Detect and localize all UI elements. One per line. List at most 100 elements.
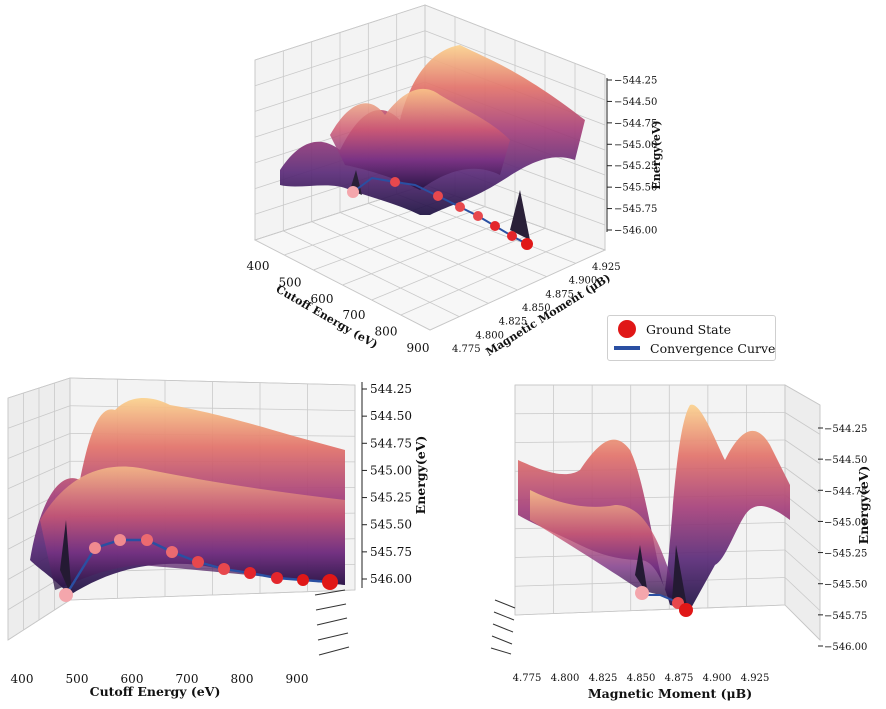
x-tick-label: 4.900 bbox=[703, 673, 732, 684]
top-convergence-curve bbox=[352, 176, 528, 245]
z-tick-label: 545.25 bbox=[370, 491, 412, 505]
z-tick-label: −545.50 bbox=[824, 580, 867, 591]
x-tick-label: 600 bbox=[121, 672, 144, 686]
br-x-label: Magnetic Moment (μB) bbox=[588, 686, 752, 701]
plot-bottom-right: −544.25 −544.50 −544.75 −545.00 −545.25 −545.… bbox=[490, 384, 871, 701]
legend-item-convergence-curve: Convergence Curve bbox=[614, 339, 775, 357]
br-depth-ticks bbox=[490, 599, 516, 655]
top-surface bbox=[280, 45, 585, 240]
bl-x-label: Cutoff Energy (eV) bbox=[90, 684, 221, 699]
ground-state-dot bbox=[322, 574, 338, 590]
legend: Ground State Convergence Curve bbox=[607, 315, 776, 361]
z-tick-label: −544.25 bbox=[614, 76, 657, 87]
z-tick-label: 545.75 bbox=[370, 545, 412, 559]
z-tick-label: −545.25 bbox=[614, 161, 657, 172]
ground-state-dot bbox=[521, 238, 533, 250]
y-tick-label: 4.850 bbox=[522, 303, 551, 314]
ground-state-dot bbox=[218, 563, 230, 575]
z-tick-label: −545.75 bbox=[614, 204, 657, 215]
bl-z-label: Energy(eV) bbox=[413, 436, 428, 515]
y-tick-label: 4.800 bbox=[475, 330, 504, 341]
y-tick-label: 4.825 bbox=[499, 317, 528, 328]
ground-state-marker-icon bbox=[618, 320, 636, 338]
plot-bottom-left: 544.25 544.50 544.75 545.00 545.25 545.50 545.… bbox=[7, 377, 428, 699]
ground-state-dot bbox=[271, 572, 283, 584]
br-ground-dots bbox=[635, 586, 693, 617]
ground-state-dot bbox=[297, 574, 309, 586]
z-tick-label: −545.25 bbox=[824, 549, 867, 560]
bl-surface bbox=[30, 398, 345, 598]
ground-state-dot bbox=[473, 211, 483, 221]
z-tick-label: 544.25 bbox=[370, 382, 412, 396]
legend-label: Ground State bbox=[646, 321, 732, 337]
x-tick-label: 600 bbox=[311, 292, 334, 306]
top-z-ticks: −544.25 −544.50 −544.75 −545.00 −545.25 −545.… bbox=[607, 76, 657, 237]
br-z-ticks: −544.25 −544.50 −544.75 −545.00 −545.25 −545.… bbox=[818, 424, 867, 653]
y-tick-label: 4.925 bbox=[592, 262, 621, 273]
x-tick-label: 500 bbox=[66, 672, 89, 686]
z-tick-label: −545.00 bbox=[614, 140, 657, 151]
x-tick-label: 900 bbox=[407, 341, 430, 355]
top-ground-dots bbox=[347, 177, 533, 250]
ground-state-dot bbox=[390, 177, 400, 187]
legend-item-ground-state: Ground State bbox=[614, 320, 731, 338]
x-tick-label: 500 bbox=[279, 275, 302, 289]
z-tick-label: 544.75 bbox=[370, 436, 412, 450]
x-tick-label: 700 bbox=[343, 308, 366, 322]
x-tick-label: 4.875 bbox=[665, 673, 694, 684]
x-tick-label: 800 bbox=[231, 672, 254, 686]
x-tick-label: 4.800 bbox=[551, 673, 580, 684]
plot-top: −544.25 −544.50 −544.75 −545.00 −545.25 −545.… bbox=[247, 4, 663, 359]
ground-state-dot bbox=[166, 546, 178, 558]
br-surface bbox=[518, 404, 790, 612]
x-tick-label: 900 bbox=[286, 672, 309, 686]
top-y-ticks: 4.775 4.800 4.825 4.850 4.875 4.900 4.925 bbox=[452, 262, 621, 355]
z-tick-label: −544.25 bbox=[824, 424, 867, 435]
ground-state-dot bbox=[490, 221, 500, 231]
bl-ground-dots bbox=[59, 534, 338, 602]
ground-state-dot bbox=[192, 556, 204, 568]
z-tick-label: −544.75 bbox=[614, 118, 657, 129]
x-tick-label: 4.850 bbox=[627, 673, 656, 684]
br-z-label: Energy(eV) bbox=[856, 466, 871, 545]
ground-state-dot bbox=[507, 231, 517, 241]
x-tick-label: 800 bbox=[375, 325, 398, 339]
ground-state-dot bbox=[89, 542, 101, 554]
z-tick-label: 546.00 bbox=[370, 572, 412, 586]
z-tick-label: 545.50 bbox=[370, 518, 412, 532]
z-tick-label: 544.50 bbox=[370, 409, 412, 423]
ground-state-dot bbox=[347, 186, 359, 198]
z-tick-label: 545.00 bbox=[370, 463, 412, 477]
z-tick-label: −546.00 bbox=[614, 226, 657, 237]
z-tick-label: −544.75 bbox=[824, 486, 867, 497]
x-tick-label: 4.825 bbox=[589, 673, 618, 684]
top-z-label: Energy(eV) bbox=[650, 120, 663, 189]
z-tick-label: −544.50 bbox=[824, 455, 867, 466]
bl-depth-ticks bbox=[314, 589, 350, 656]
x-tick-label: 700 bbox=[176, 672, 199, 686]
x-tick-label: 400 bbox=[247, 259, 270, 273]
convergence-line-icon bbox=[614, 346, 640, 350]
ground-state-dot bbox=[244, 567, 256, 579]
ground-state-dot bbox=[433, 191, 443, 201]
br-x-ticks: 4.775 4.800 4.825 4.850 4.875 4.900 4.925 bbox=[513, 673, 770, 684]
bl-x-ticks: 400 500 600 700 800 900 bbox=[11, 672, 309, 686]
z-tick-label: −545.50 bbox=[614, 183, 657, 194]
z-tick-label: −544.50 bbox=[614, 97, 657, 108]
ground-state-dot bbox=[141, 534, 153, 546]
bl-z-ticks: 544.25 544.50 544.75 545.00 545.25 545.50 545.… bbox=[362, 382, 412, 586]
top-x-ticks: 400 500 600 700 800 900 bbox=[247, 259, 430, 355]
legend-label: Convergence Curve bbox=[650, 340, 776, 356]
z-tick-label: −545.00 bbox=[824, 517, 867, 528]
y-tick-label: 4.875 bbox=[545, 289, 574, 300]
ground-state-dot bbox=[455, 202, 465, 212]
z-tick-label: −545.75 bbox=[824, 611, 867, 622]
y-tick-label: 4.900 bbox=[569, 276, 598, 287]
y-tick-label: 4.775 bbox=[452, 344, 481, 355]
x-tick-label: 4.925 bbox=[741, 673, 770, 684]
x-tick-label: 4.775 bbox=[513, 673, 542, 684]
ground-state-dot bbox=[635, 586, 649, 600]
z-tick-label: −546.00 bbox=[824, 642, 867, 653]
x-tick-label: 400 bbox=[11, 672, 34, 686]
